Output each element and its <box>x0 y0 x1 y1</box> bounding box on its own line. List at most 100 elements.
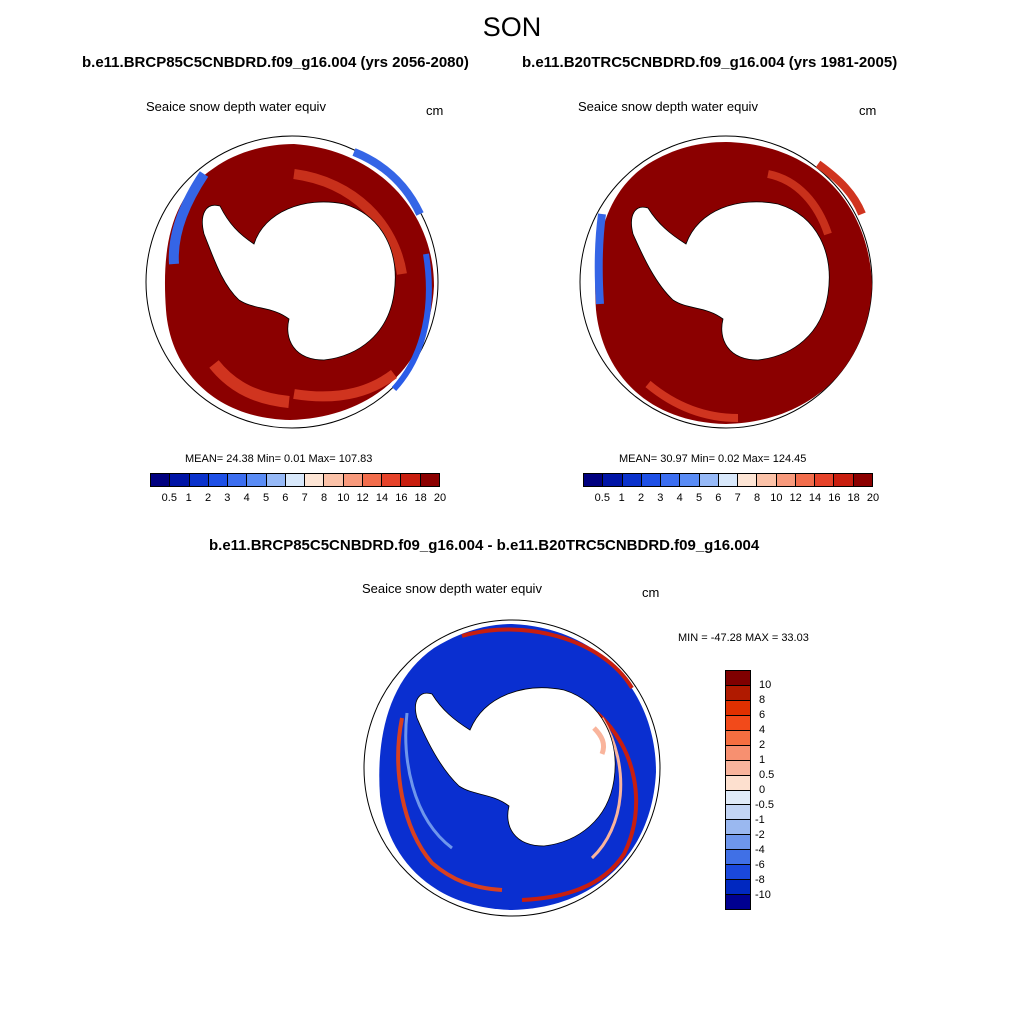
difference-colorbar-tick-label: -2 <box>755 829 765 841</box>
difference-units: cm <box>642 585 660 600</box>
panel-2-colorbar-tick-label: 0.5 <box>594 492 610 504</box>
panel-2-colorbar-labels: 0.5 1 2 3 4 5 6 7 8 10 12 14 16 18 20 <box>583 492 879 504</box>
panel-1-colorbar-tick-label: 12 <box>356 492 369 504</box>
difference-colorbar-tick-label: 6 <box>759 709 766 721</box>
panel-1-colorbar <box>150 473 440 487</box>
difference-colorbar-tick-label: -4 <box>755 844 765 856</box>
difference-colorbar-swatch <box>726 865 750 881</box>
panel-2-colorbar-tick-label: 4 <box>676 492 683 504</box>
panel-1-colorbar-tick-label: 0.5 <box>161 492 177 504</box>
panel-1-colorbar-tick-label: 4 <box>243 492 250 504</box>
panel-1-colorbar-tick-label: 14 <box>375 492 389 504</box>
difference-colorbar-tick-label: 4 <box>759 724 766 736</box>
panel-2-colorbar-swatch <box>815 474 835 486</box>
panel-2-colorbar-tick-label: 20 <box>866 492 880 504</box>
panel-2-colorbar-tick-label: 3 <box>657 492 664 504</box>
panel-1-colorbar-swatch <box>208 474 229 486</box>
difference-colorbar-swatch <box>726 835 750 851</box>
panel-2-polar-map <box>579 135 873 429</box>
panel-1-polar-map <box>145 135 439 429</box>
panel-2-colorbar-tick-label: 16 <box>828 492 841 504</box>
panel-2-colorbar-swatch <box>757 474 777 486</box>
panel-1-variable: Seaice snow depth water equiv <box>146 99 326 114</box>
panel-2-stats: MEAN= 30.97 Min= 0.02 Max= 124.45 <box>619 453 807 465</box>
panel-2-colorbar-swatch <box>795 474 816 486</box>
difference-colorbar-swatch <box>726 850 750 866</box>
panel-2-colorbar-tick-label: 18 <box>847 492 860 504</box>
panel-2-colorbar-swatch <box>776 474 796 486</box>
panel-2-title: b.e11.B20TRC5CNBDRD.f09_g16.004 (yrs 198… <box>522 54 898 71</box>
panel-2-colorbar-tick-label: 8 <box>753 492 761 504</box>
panel-1-colorbar-swatch <box>285 474 306 486</box>
panel-1-colorbar-tick-label: 18 <box>414 492 427 504</box>
difference-colorbar-swatch <box>726 700 750 716</box>
difference-colorbar-swatch <box>726 730 750 746</box>
panel-1-colorbar-tick-label: 6 <box>282 492 289 504</box>
panel-2-units: cm <box>859 103 877 118</box>
panel-1-colorbar-swatch <box>247 474 267 486</box>
panel-2-colorbar-swatch <box>641 474 662 486</box>
difference-colorbar-tick-label: -1 <box>755 814 765 826</box>
panel-2-colorbar-swatch <box>680 474 700 486</box>
difference-colorbar-swatch <box>726 760 750 776</box>
panel-1-colorbar-swatch <box>401 474 421 486</box>
panel-1-colorbar-swatch <box>343 474 363 486</box>
panel-1-colorbar-tick-label: 10 <box>337 492 350 504</box>
panel-2-colorbar-tick-label: 1 <box>618 492 625 504</box>
panel-1-colorbar-swatch <box>170 474 190 486</box>
panel-2-colorbar-tick-label: 6 <box>715 492 722 504</box>
difference-colorbar-tick-label: -6 <box>755 859 765 871</box>
panel-2-colorbar-swatch <box>661 474 681 486</box>
panel-2-colorbar-tick-label: 2 <box>637 492 645 504</box>
difference-colorbar-swatch <box>726 715 750 731</box>
panel-1-colorbar-swatch <box>266 474 286 486</box>
panel-1-colorbar-tick-label: 2 <box>204 492 212 504</box>
panel-2-colorbar-swatch <box>699 474 719 486</box>
panel-1-colorbar-swatch <box>420 474 439 486</box>
difference-colorbar-tick-label: 10 <box>759 679 772 691</box>
difference-colorbar-tick-label: -0.5 <box>755 799 774 811</box>
panel-2-colorbar-swatch <box>834 474 854 486</box>
difference-colorbar-swatch <box>726 775 750 791</box>
panel-1-title: b.e11.BRCP85C5CNBDRD.f09_g16.004 (yrs 20… <box>82 54 469 71</box>
difference-colorbar-swatch <box>726 880 750 896</box>
panel-1-colorbar-tick-label: 3 <box>224 492 231 504</box>
difference-colorbar-swatch <box>726 895 750 909</box>
difference-colorbar-swatch <box>726 745 750 761</box>
panel-1-colorbar-tick-label: 7 <box>301 492 308 504</box>
panel-2-colorbar-swatch <box>853 474 872 486</box>
difference-polar-map <box>363 619 661 917</box>
difference-colorbar-tick-label: 8 <box>759 694 766 706</box>
panel-1-colorbar-labels: 0.5 1 2 3 4 5 6 7 8 10 12 14 16 18 20 <box>150 492 446 504</box>
panel-1-colorbar-tick-label: 5 <box>262 492 270 504</box>
season-title: SON <box>482 12 542 42</box>
panel-1-stats: MEAN= 24.38 Min= 0.01 Max= 107.83 <box>185 453 373 465</box>
difference-colorbar-swatch <box>726 790 750 806</box>
panel-1-colorbar-tick-label: 1 <box>185 492 192 504</box>
difference-colorbar-tick-label: 1 <box>759 754 766 766</box>
panel-2-variable: Seaice snow depth water equiv <box>578 99 758 114</box>
panel-2-colorbar-swatch <box>738 474 758 486</box>
difference-colorbar-tick-label: -8 <box>755 874 765 886</box>
panel-1-colorbar-tick-label: 20 <box>433 492 447 504</box>
panel-2-colorbar-swatch <box>584 474 604 486</box>
panel-2-colorbar-swatch <box>603 474 623 486</box>
panel-2-colorbar <box>583 473 873 487</box>
panel-2-colorbar-tick-label: 10 <box>770 492 783 504</box>
panel-2-colorbar-swatch <box>718 474 739 486</box>
difference-colorbar-swatch <box>726 685 750 701</box>
panel-1-colorbar-swatch <box>362 474 383 486</box>
panel-1-colorbar-swatch <box>324 474 344 486</box>
panel-2-colorbar-tick-label: 5 <box>695 492 703 504</box>
panel-1-colorbar-tick-label: 16 <box>395 492 408 504</box>
difference-stats: MIN = -47.28 MAX = 33.03 <box>678 632 809 644</box>
difference-variable: Seaice snow depth water equiv <box>362 581 542 596</box>
difference-title: b.e11.BRCP85C5CNBDRD.f09_g16.004 - b.e11… <box>209 537 760 554</box>
panel-1-colorbar-swatch <box>305 474 325 486</box>
panel-1-colorbar-tick-label: 8 <box>320 492 328 504</box>
difference-colorbar-tick-label: 0.5 <box>759 769 775 781</box>
panel-1-colorbar-swatch <box>151 474 171 486</box>
difference-colorbar-swatch <box>726 671 750 686</box>
difference-colorbar-tick-label: -10 <box>755 889 771 901</box>
difference-colorbar-tick-label: 2 <box>759 739 766 751</box>
